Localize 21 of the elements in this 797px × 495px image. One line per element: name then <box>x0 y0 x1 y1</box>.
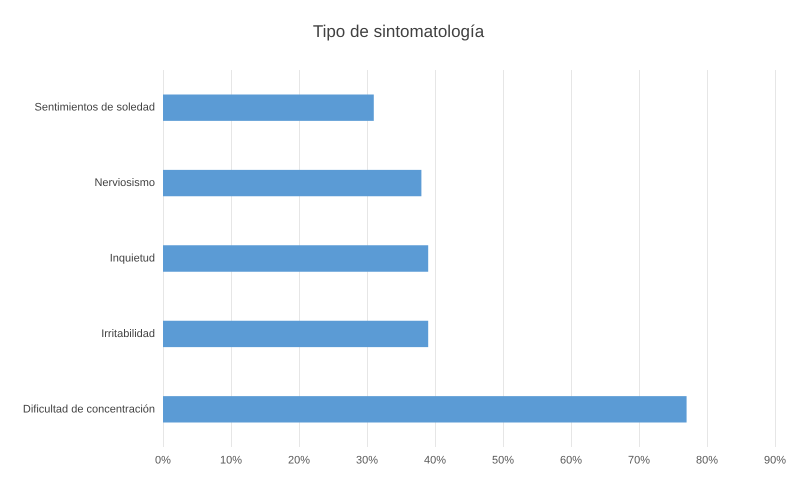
bar <box>163 396 687 422</box>
x-tick-label: 40% <box>424 454 446 466</box>
y-tick-label: Irritabilidad <box>101 328 155 340</box>
bar <box>163 94 374 121</box>
bar <box>163 170 422 196</box>
x-tick-label: 60% <box>560 454 582 466</box>
y-tick-label: Dificultad de concentración <box>22 403 155 416</box>
bar <box>163 320 428 348</box>
x-tick-label: 80% <box>696 454 718 466</box>
bar <box>163 245 428 272</box>
x-tick-label: 0% <box>155 454 172 466</box>
y-tick-label: Sentimientos de soledad <box>34 102 155 114</box>
x-tick-label: 10% <box>220 454 242 466</box>
x-tick-label: 20% <box>288 454 310 466</box>
y-tick-label: Nerviosismo <box>94 177 155 190</box>
x-tick-label: 50% <box>492 454 514 466</box>
x-tick-label: 30% <box>356 454 378 466</box>
y-tick-label: Inquietud <box>110 252 155 264</box>
chart-title: Tipo de sintomatología <box>312 22 485 41</box>
x-tick-label: 70% <box>628 454 650 466</box>
x-tick-label: 90% <box>764 454 786 466</box>
